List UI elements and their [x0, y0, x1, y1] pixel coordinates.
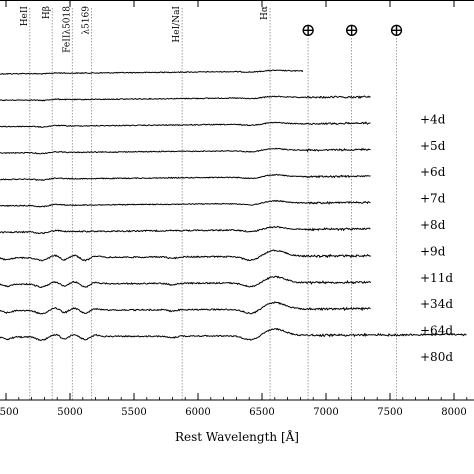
spectrum-line	[0, 301, 371, 315]
spectrum-line	[0, 249, 371, 262]
epoch-label: +34d	[420, 297, 453, 311]
telluric-symbol: ⊕	[344, 20, 359, 41]
x-tick-label: 7500	[377, 407, 402, 418]
epoch-label: +6d	[420, 165, 446, 179]
spectra-series	[0, 69, 467, 341]
telluric-symbol: ⊕	[301, 20, 316, 41]
line-id-label: Hα	[260, 6, 270, 20]
x-tick-label: 6500	[249, 407, 274, 418]
x-tick-label: 6000	[185, 407, 210, 418]
telluric-symbol: ⊕	[389, 20, 404, 41]
epoch-label: +9d	[420, 244, 446, 258]
spectrum-line	[0, 95, 371, 102]
spectrum-line	[0, 173, 371, 182]
spectrum-line	[0, 327, 467, 341]
x-axis-ticks: 4500 5000 5500 6000 6500 7000 7500 8000	[0, 0, 468, 418]
epoch-label: +7d	[420, 192, 446, 206]
line-id-label: λ5169	[82, 6, 92, 35]
x-tick-label: 8000	[441, 407, 466, 418]
epoch-label: +5d	[420, 139, 446, 153]
line-id-label: FeIIλ5018	[62, 6, 72, 53]
spectrum-line	[0, 121, 371, 128]
x-tick-label: 7000	[313, 407, 338, 418]
spectrum-line	[0, 275, 371, 289]
epoch-label: +4d	[420, 112, 446, 126]
epoch-label: +8d	[420, 218, 446, 232]
spectrum-line	[0, 69, 304, 75]
spectrum-line	[0, 199, 371, 208]
x-tick-label: 4500	[0, 407, 19, 418]
x-axis-title: Rest Wavelength [Å]	[175, 429, 299, 444]
spectrum-line	[0, 225, 371, 235]
x-tick-label: 5000	[57, 407, 82, 418]
spectrum-line	[0, 147, 371, 155]
epoch-label: +64d	[420, 324, 453, 338]
line-id-label: HeII	[20, 6, 30, 27]
epoch-label: +80d	[420, 350, 453, 364]
telluric-markers: ⊕ ⊕ ⊕	[301, 20, 404, 400]
line-id-label: HeI/NaI	[172, 6, 182, 43]
line-id-label: Hβ	[42, 6, 52, 19]
x-tick-label: 5500	[121, 407, 146, 418]
epoch-label: +11d	[420, 271, 453, 285]
epoch-labels: +4d +5d +6d +7d +8d +9d +11d +34d +64d +80d	[420, 112, 453, 364]
